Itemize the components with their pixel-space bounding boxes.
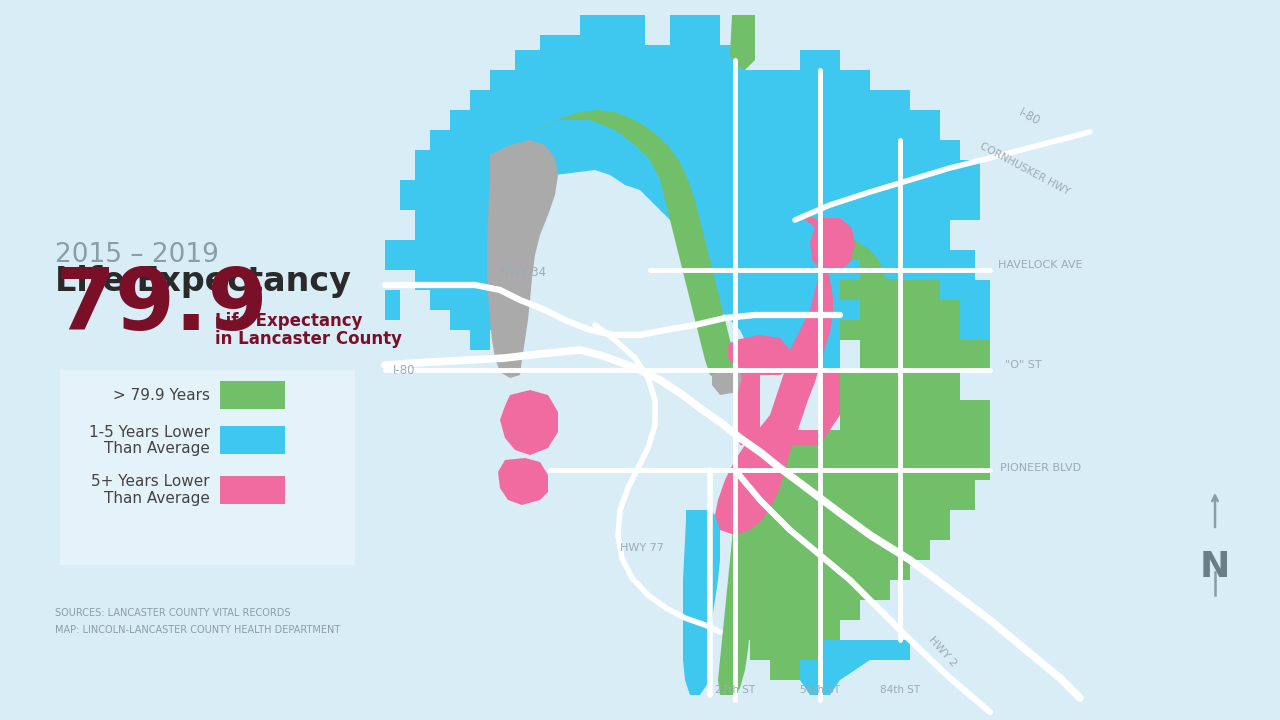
Text: MAP: LINCOLN-LANCASTER COUNTY HEALTH DEPARTMENT: MAP: LINCOLN-LANCASTER COUNTY HEALTH DEP… [55, 625, 340, 635]
Polygon shape [730, 15, 755, 70]
Polygon shape [385, 240, 399, 270]
Text: 27th ST: 27th ST [716, 685, 755, 695]
Text: in Lancaster County: in Lancaster County [215, 330, 402, 348]
Text: Life Expectancy: Life Expectancy [55, 265, 351, 298]
Text: CORNHUSKER HWY: CORNHUSKER HWY [978, 140, 1071, 197]
Polygon shape [810, 218, 855, 272]
Text: HAVELOCK AVE: HAVELOCK AVE [998, 260, 1083, 270]
Text: HWY 2: HWY 2 [927, 634, 959, 669]
Bar [220, 426, 285, 454]
Text: I-80: I-80 [393, 364, 416, 377]
Polygon shape [680, 510, 719, 695]
Text: 84th ST: 84th ST [879, 685, 920, 695]
Polygon shape [535, 110, 740, 385]
Polygon shape [742, 480, 820, 640]
Polygon shape [498, 458, 548, 505]
Bar [220, 381, 285, 409]
Text: HWY 77: HWY 77 [620, 543, 664, 553]
Text: 1-5 Years Lower: 1-5 Years Lower [90, 425, 210, 439]
Text: SOURCES: LANCASTER COUNTY VITAL RECORDS: SOURCES: LANCASTER COUNTY VITAL RECORDS [55, 608, 291, 618]
Polygon shape [385, 290, 399, 320]
Text: 5+ Years Lower: 5+ Years Lower [91, 474, 210, 490]
Text: I-80: I-80 [1016, 107, 1043, 128]
Text: Than Average: Than Average [104, 490, 210, 505]
Text: "O" ST: "O" ST [1005, 360, 1042, 370]
Text: PIONEER BLVD: PIONEER BLVD [1000, 463, 1082, 473]
Text: 79.9: 79.9 [55, 265, 268, 348]
Polygon shape [735, 370, 840, 445]
Polygon shape [712, 365, 742, 395]
Text: Life Expectancy: Life Expectancy [215, 312, 362, 330]
Text: Than Average: Than Average [104, 441, 210, 456]
Text: 2015 – 2019: 2015 – 2019 [55, 242, 219, 268]
Polygon shape [735, 240, 989, 680]
Polygon shape [718, 510, 760, 695]
Text: 56th ST: 56th ST [800, 685, 840, 695]
Polygon shape [500, 390, 558, 455]
Text: N: N [1199, 550, 1230, 584]
Polygon shape [728, 335, 790, 375]
Bar [220, 476, 285, 504]
Bar [60, 370, 355, 565]
Polygon shape [399, 15, 989, 370]
Polygon shape [486, 140, 558, 378]
Text: > 79.9 Years: > 79.9 Years [113, 387, 210, 402]
Polygon shape [800, 640, 910, 695]
Polygon shape [716, 215, 833, 535]
Text: HWY 34: HWY 34 [500, 266, 547, 279]
